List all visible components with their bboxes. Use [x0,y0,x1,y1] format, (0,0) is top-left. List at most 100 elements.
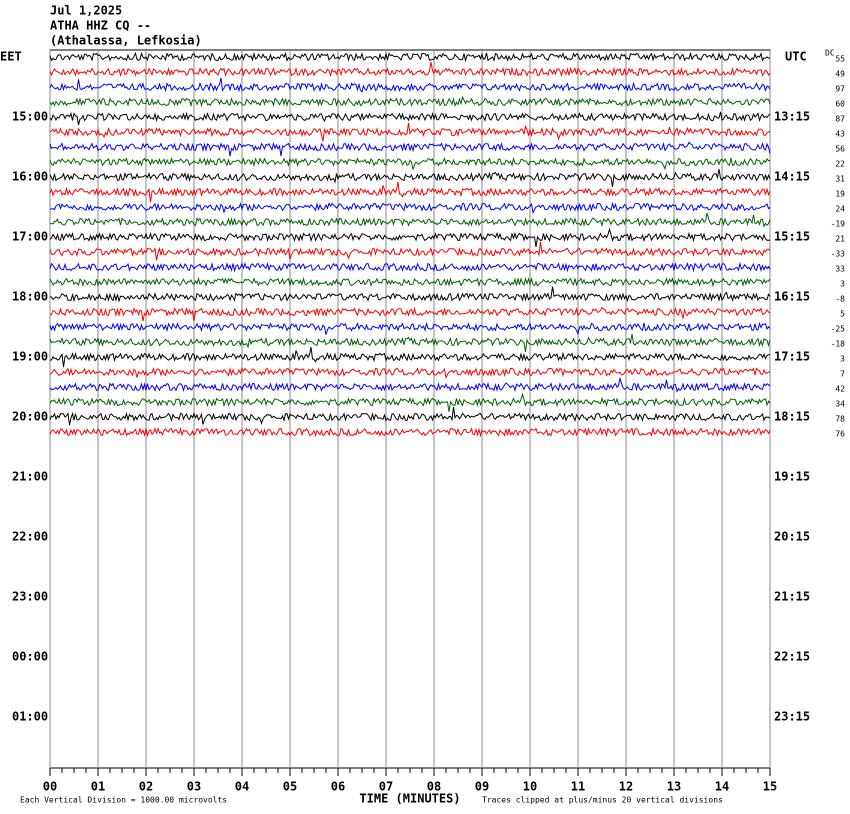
dc-offset: 60 [835,100,845,109]
trace [49,111,771,126]
x-axis-label: TIME (MINUTES) [359,792,460,806]
dc-offset: 56 [835,145,845,154]
left-time: 17:00 [12,230,48,244]
left-time: 16:00 [12,170,48,184]
dc-offset: 24 [835,205,845,214]
right-time: 22:15 [774,650,810,664]
dc-offset: 3 [840,355,845,364]
trace [49,261,771,273]
dc-offset: 97 [835,85,845,94]
left-time: 00:00 [12,650,48,664]
dc-offset: 33 [835,265,845,274]
trace [49,141,771,157]
trace [49,201,771,215]
x-tick-label: 09 [475,780,489,794]
dc-offset: 31 [835,175,845,184]
trace [49,406,771,426]
dc-offset: -25 [831,325,846,334]
date: Jul 1,2025 [50,4,122,18]
x-tick-label: 12 [619,780,633,794]
x-tick-label: 06 [331,780,345,794]
trace [49,212,771,228]
station: ATHA HHZ CQ -- [50,19,151,33]
trace [49,182,771,203]
x-tick-label: 07 [379,780,393,794]
x-tick-label: 14 [715,780,729,794]
right-zone: UTC [785,50,807,64]
footer-left: Each Vertical Division = 1000.00 microvo… [20,796,227,805]
x-tick-label: 02 [139,780,153,794]
dc-offset: 55 [835,55,845,64]
left-time: 21:00 [12,470,48,484]
dc-label: DC [825,49,835,58]
trace [49,306,771,322]
right-time: 18:15 [774,410,810,424]
trace [49,276,771,288]
right-time: 17:15 [774,350,810,364]
x-tick-label: 00 [43,780,57,794]
trace [49,347,771,368]
left-time: 23:00 [12,590,48,604]
trace [49,321,771,336]
right-time: 13:15 [774,110,810,124]
left-time: 20:00 [12,410,48,424]
dc-offset: -18 [831,340,846,349]
trace [49,95,771,108]
dc-offset: 19 [835,190,845,199]
trace [49,241,771,261]
trace [49,286,771,303]
dc-offset: 42 [835,385,845,394]
x-tick-label: 04 [235,780,249,794]
right-time: 16:15 [774,290,810,304]
trace [49,366,771,380]
trace [49,156,771,171]
left-time: 19:00 [12,350,48,364]
trace [49,122,771,142]
right-time: 19:15 [774,470,810,484]
x-tick-label: 11 [571,780,585,794]
trace [49,61,771,78]
footer-right: Traces clipped at plus/minus 20 vertical… [482,796,723,805]
right-time: 20:15 [774,530,810,544]
trace [49,377,771,393]
dc-offset: 34 [835,400,845,409]
trace [49,426,771,438]
right-time: 21:15 [774,590,810,604]
left-time: 15:00 [12,110,48,124]
location: (Athalassa, Lefkosia) [50,34,202,48]
x-tick-label: 10 [523,780,537,794]
right-time: 14:15 [774,170,810,184]
dc-offset: 76 [835,430,845,439]
dc-offset: -8 [835,295,845,304]
dc-offset: 49 [835,70,845,79]
x-tick-label: 13 [667,780,681,794]
trace [49,51,771,63]
left-zone: EET [0,50,22,64]
x-tick-label: 03 [187,780,201,794]
dc-offset: 7 [840,370,845,379]
x-tick-label: 01 [91,780,105,794]
dc-offset: 78 [835,415,845,424]
trace [49,168,771,187]
left-time: 01:00 [12,710,48,724]
dc-offset: 3 [840,280,845,289]
dc-offset: 43 [835,130,845,139]
dc-offset: -19 [831,220,846,229]
right-time: 23:15 [774,710,810,724]
right-time: 15:15 [774,230,810,244]
x-tick-label: 15 [763,780,777,794]
dc-offset: -33 [831,250,846,259]
trace [49,227,770,247]
trace [49,333,771,352]
left-time: 22:00 [12,530,48,544]
trace [49,77,771,93]
trace [49,392,771,412]
x-tick-label: 05 [283,780,297,794]
x-tick-label: 08 [427,780,441,794]
plot-frame [49,49,771,769]
left-time: 18:00 [12,290,48,304]
dc-offset: 22 [835,160,845,169]
dc-offset: 87 [835,115,845,124]
dc-offset: 5 [840,310,845,319]
